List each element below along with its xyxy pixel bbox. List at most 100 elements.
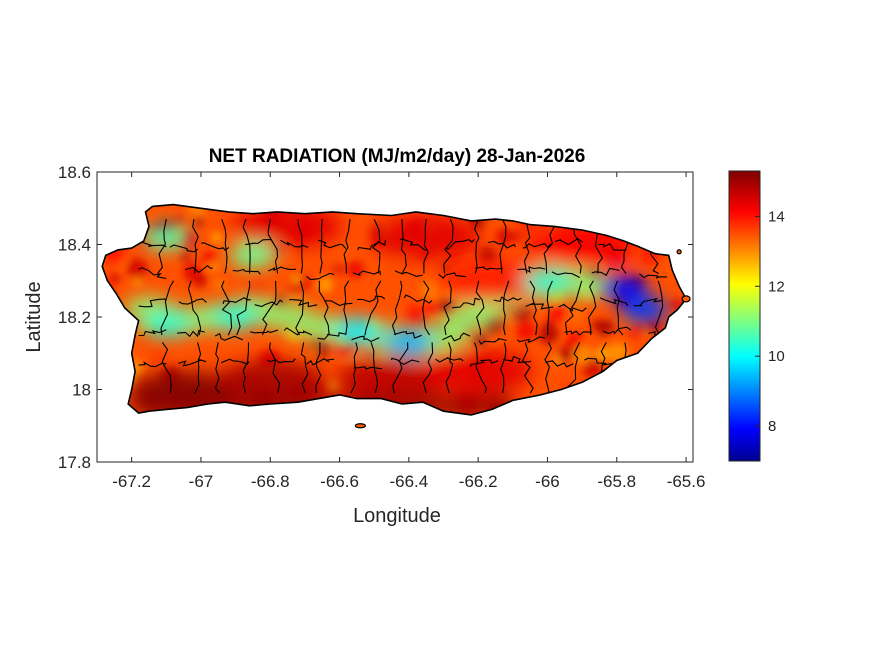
municipality-boundary xyxy=(343,219,351,274)
municipality-boundary xyxy=(446,239,475,251)
municipality-boundary xyxy=(633,297,662,307)
municipality-boundary xyxy=(500,342,507,394)
low-region xyxy=(211,304,260,330)
high-region xyxy=(440,258,551,303)
municipality-boundary xyxy=(443,280,452,336)
municipality-boundary xyxy=(300,342,309,394)
municipality-boundary xyxy=(422,280,431,336)
field-cell xyxy=(202,251,216,265)
field-cell xyxy=(132,277,142,286)
x-tick-label: -66.6 xyxy=(320,472,359,491)
municipality-boundary xyxy=(319,219,323,274)
municipality-boundary xyxy=(445,342,454,394)
municipality-boundary xyxy=(558,303,587,312)
field-cell xyxy=(422,299,440,316)
municipality-boundary xyxy=(138,298,167,308)
municipality-boundary xyxy=(289,298,318,308)
municipality-boundary xyxy=(599,297,629,307)
x-axis: -67.2 -67 -66.8 -66.6 -66.4 -66.2 -66 -65.8 -65.… xyxy=(112,172,705,491)
municipality-boundary xyxy=(503,355,532,364)
municipality-boundary xyxy=(587,280,597,336)
municipality-boundary xyxy=(443,218,454,274)
islet xyxy=(676,249,682,255)
x-tick-label: -65.8 xyxy=(597,472,636,491)
x-axis-label: Longitude xyxy=(353,505,441,527)
field-cell xyxy=(213,278,226,290)
field-cell xyxy=(538,324,559,345)
municipality-boundary xyxy=(201,242,230,251)
colorbar-tick-label: 12 xyxy=(768,278,785,295)
field-cell xyxy=(108,272,121,285)
municipality-boundary xyxy=(161,342,172,394)
field-cell xyxy=(126,258,148,280)
high-region xyxy=(232,204,343,249)
municipality-boundary xyxy=(400,219,407,274)
field-cell xyxy=(150,347,169,366)
municipality-boundary xyxy=(399,238,428,251)
low-region xyxy=(599,275,648,301)
municipality-boundary xyxy=(422,342,434,394)
municipality-boundary xyxy=(254,299,283,308)
municipality-boundary xyxy=(423,219,429,274)
municipality-boundary xyxy=(157,218,167,274)
municipality-boundary xyxy=(357,295,386,303)
municipality-boundary xyxy=(564,330,593,336)
municipality-boundary xyxy=(353,365,383,370)
municipality-boundary xyxy=(564,280,583,336)
municipality-boundary xyxy=(469,359,499,368)
field-cell xyxy=(605,262,616,273)
field-cell xyxy=(193,216,205,227)
x-tick-label: -65.6 xyxy=(667,472,706,491)
municipality-boundary xyxy=(306,272,335,281)
colorbar xyxy=(728,170,761,462)
low-region xyxy=(523,267,572,294)
municipality-boundary xyxy=(232,268,261,275)
municipality-boundary xyxy=(487,240,516,249)
municipality-boundary xyxy=(392,342,409,394)
colorbar-tick-label: 8 xyxy=(768,418,776,435)
y-tick-label: 17.8 xyxy=(58,453,91,472)
municipality-boundary xyxy=(138,361,167,368)
municipality-boundary xyxy=(169,244,199,253)
municipality-boundary xyxy=(178,298,207,305)
municipality-boundary xyxy=(267,219,279,274)
x-tick-label: -66 xyxy=(535,472,560,491)
municipality-boundary xyxy=(305,358,335,366)
field-cell xyxy=(406,304,425,323)
island-outline xyxy=(101,203,688,416)
field-cell xyxy=(332,264,343,275)
field-cell xyxy=(365,351,375,361)
municipality-boundary xyxy=(220,280,233,336)
municipality-boundary xyxy=(475,280,485,336)
municipality-boundary xyxy=(220,358,250,365)
municipality-boundary xyxy=(639,273,668,279)
field-cell xyxy=(549,302,568,321)
municipality-boundaries xyxy=(138,218,677,394)
field-cell xyxy=(346,260,364,278)
field-cell xyxy=(495,227,514,246)
municipality-boundary xyxy=(370,342,379,394)
municipality-boundary xyxy=(318,239,347,250)
municipality-boundary xyxy=(584,357,613,366)
colorbar-tick-label: 14 xyxy=(768,208,785,225)
field-cell xyxy=(308,347,318,357)
municipality-boundary xyxy=(221,218,228,274)
municipality-boundary xyxy=(475,266,503,271)
field-cell xyxy=(328,379,341,392)
municipality-boundary xyxy=(185,264,213,274)
municipality-boundary xyxy=(546,280,553,336)
municipality-boundary xyxy=(245,238,274,246)
field-cell xyxy=(319,262,337,279)
field-cell xyxy=(596,319,614,336)
high-region xyxy=(336,356,447,401)
municipality-boundary xyxy=(317,332,346,340)
field-cell xyxy=(290,274,302,285)
colorbar-tick-label: 10 xyxy=(768,348,785,365)
municipality-boundary xyxy=(261,280,277,336)
islet xyxy=(354,423,366,429)
y-tick-label: 18.4 xyxy=(58,236,91,255)
municipality-boundary xyxy=(178,358,207,367)
x-tick-label: -67 xyxy=(189,472,214,491)
municipality-boundary xyxy=(214,332,244,341)
